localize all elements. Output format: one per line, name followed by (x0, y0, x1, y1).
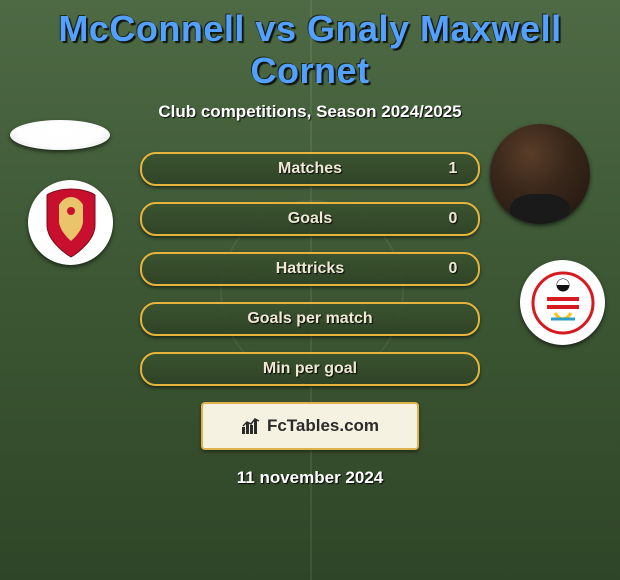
player-right-avatar (490, 124, 590, 224)
stat-right-value: 1 (428, 160, 478, 178)
page-subtitle: Club competitions, Season 2024/2025 (0, 102, 620, 122)
stats-list: Matches 1 Goals 0 Hattricks 0 Goals per … (140, 152, 480, 386)
stat-label: Goals (192, 210, 428, 228)
watermark-badge: FcTables.com (201, 402, 419, 450)
stat-right-value: 0 (428, 260, 478, 278)
southampton-crest-icon (531, 271, 595, 335)
stat-label: Hattricks (192, 260, 428, 278)
club-right-crest (520, 260, 605, 345)
stat-label: Goals per match (192, 310, 428, 328)
watermark-text: FcTables.com (267, 416, 379, 436)
club-left-crest (28, 180, 113, 265)
stat-row-min-per-goal: Min per goal (140, 352, 480, 386)
stat-row-matches: Matches 1 (140, 152, 480, 186)
stat-row-hattricks: Hattricks 0 (140, 252, 480, 286)
stat-right-value: 0 (428, 210, 478, 228)
bars-icon (241, 417, 263, 435)
stat-row-goals: Goals 0 (140, 202, 480, 236)
page-title: McConnell vs Gnaly Maxwell Cornet (0, 0, 620, 92)
liverpool-crest-icon (41, 187, 101, 259)
stat-label: Matches (192, 160, 428, 178)
player-left-avatar (10, 120, 110, 150)
stat-label: Min per goal (192, 360, 428, 378)
date-text: 11 november 2024 (0, 468, 620, 488)
stat-row-goals-per-match: Goals per match (140, 302, 480, 336)
